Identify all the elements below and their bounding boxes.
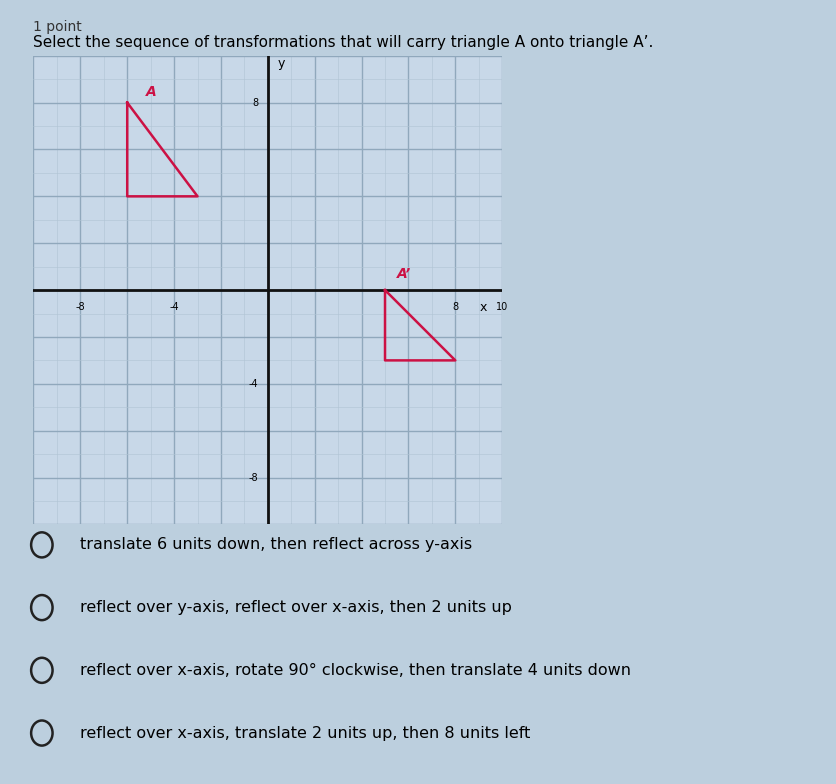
Text: 8: 8: [252, 97, 258, 107]
Text: 8: 8: [451, 302, 458, 312]
Text: A’: A’: [396, 267, 410, 281]
Text: -4: -4: [169, 302, 179, 312]
Text: -4: -4: [248, 379, 258, 389]
Text: reflect over y-axis, reflect over x-axis, then 2 units up: reflect over y-axis, reflect over x-axis…: [79, 600, 511, 615]
Text: translate 6 units down, then reflect across y-axis: translate 6 units down, then reflect acr…: [79, 537, 471, 553]
Text: Select the sequence of transformations that will carry triangle A onto triangle : Select the sequence of transformations t…: [33, 35, 653, 50]
Text: -8: -8: [248, 473, 258, 483]
Text: reflect over x-axis, translate 2 units up, then 8 units left: reflect over x-axis, translate 2 units u…: [79, 725, 529, 741]
Text: 10: 10: [496, 302, 507, 312]
Text: A: A: [145, 85, 156, 99]
Text: reflect over x-axis, rotate 90° clockwise, then translate 4 units down: reflect over x-axis, rotate 90° clockwis…: [79, 662, 630, 678]
Text: 1 point: 1 point: [33, 20, 82, 34]
Text: y: y: [277, 57, 284, 71]
Text: x: x: [479, 301, 487, 314]
Text: -8: -8: [75, 302, 85, 312]
